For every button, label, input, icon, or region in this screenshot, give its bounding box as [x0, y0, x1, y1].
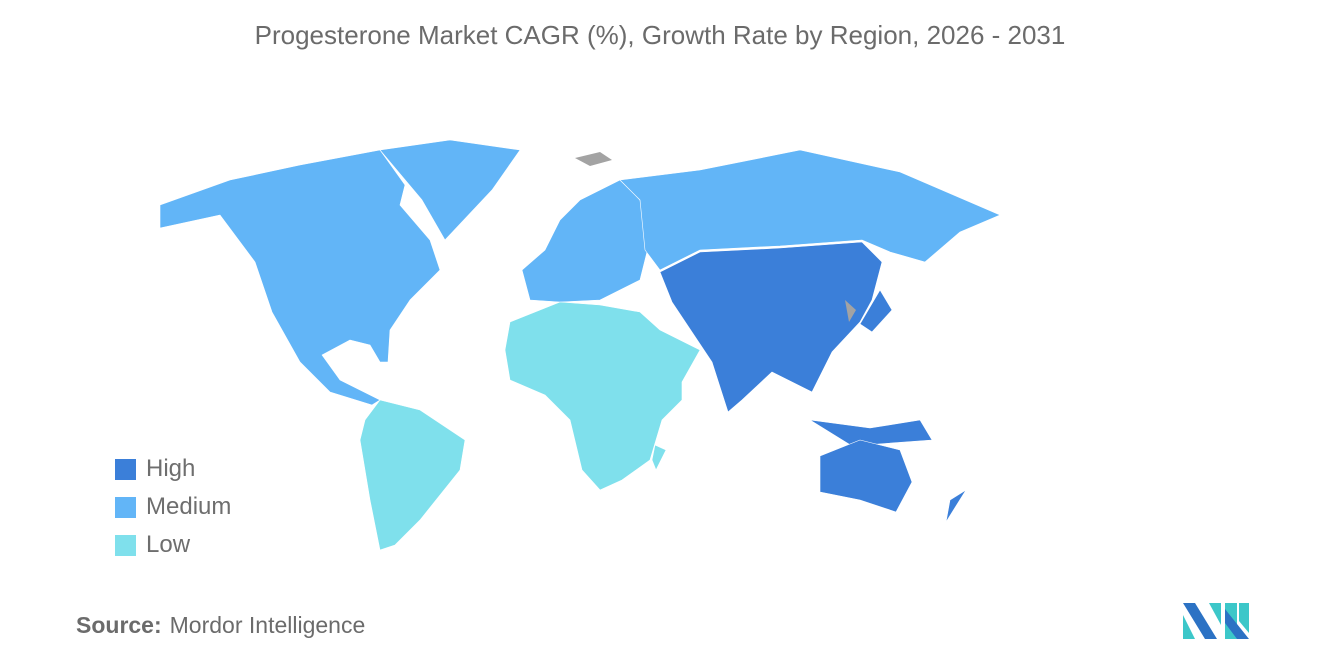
region-svalbard-no-data: [575, 152, 612, 166]
legend-label: Low: [146, 531, 191, 558]
source-value: Mordor Intelligence: [169, 612, 366, 638]
region-madagascar: [651, 444, 667, 471]
region-new-zealand: [945, 489, 967, 523]
region-asia: [659, 241, 883, 413]
source-label: Source:: [76, 612, 162, 638]
legend-label: Medium: [146, 493, 232, 520]
legend-item-high: High: [115, 450, 231, 488]
region-southeast-asia-islands: [809, 419, 933, 447]
legend: High Medium Low: [115, 450, 231, 564]
region-south-america: [359, 399, 466, 551]
region-australia: [819, 439, 913, 513]
legend-label: High: [146, 455, 196, 482]
legend-swatch-medium: [115, 496, 136, 518]
legend-item-medium: Medium: [115, 488, 231, 526]
source-note: Source: Mordor Intelligence: [76, 612, 365, 639]
chart-title: Progesterone Market CAGR (%), Growth Rat…: [254, 20, 1066, 50]
region-middle-east-africa: [504, 301, 701, 491]
region-japan: [859, 289, 893, 333]
mordor-intelligence-logo: [1183, 603, 1249, 639]
region-europe: [521, 179, 651, 303]
legend-swatch-high: [115, 458, 136, 480]
region-north-america: [159, 149, 441, 406]
region-russia: [619, 149, 1001, 271]
legend-item-low: Low: [115, 526, 231, 564]
region-korea-no-data: [845, 300, 856, 322]
legend-swatch-low: [115, 534, 136, 556]
region-greenland: [379, 139, 521, 241]
